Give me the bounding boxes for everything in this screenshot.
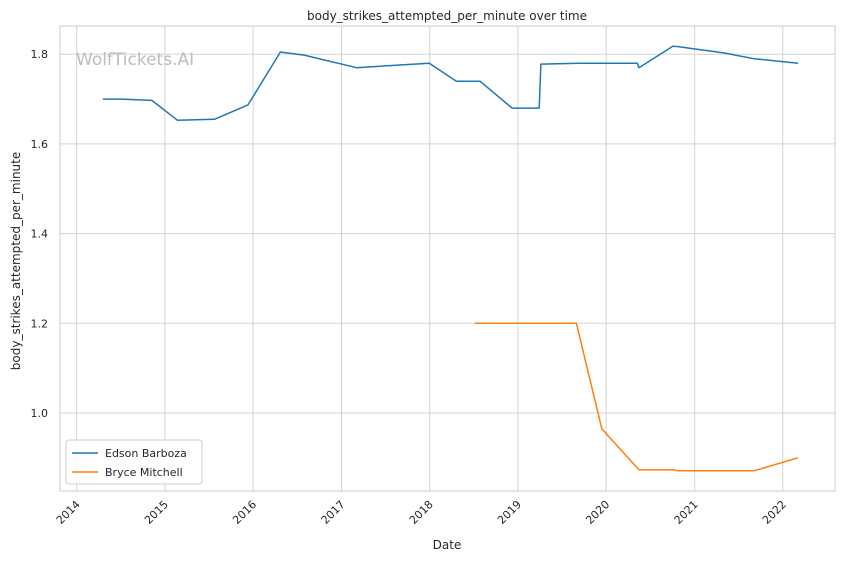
chart-title: body_strikes_attempted_per_minute over t… <box>307 9 587 23</box>
watermark: WolfTickets.AI <box>76 50 194 70</box>
y-axis-title: body_strikes_attempted_per_minute <box>9 152 23 370</box>
legend-box <box>65 439 203 485</box>
series-line-edson-barboza <box>102 45 799 121</box>
y-tick-label: 1.4 <box>31 228 49 241</box>
grid <box>60 26 835 491</box>
y-tick-label: 1.6 <box>31 138 49 151</box>
x-axis-title: Date <box>433 538 462 552</box>
series-line-bryce-mitchell <box>474 322 799 472</box>
legend-label: Edson Barboza <box>105 447 187 460</box>
series-lines <box>102 45 799 472</box>
legend: Edson Barboza Bryce Mitchell <box>65 439 203 485</box>
y-tick-label: 1.8 <box>31 48 49 61</box>
legend-label: Bryce Mitchell <box>105 466 183 479</box>
y-tick-label: 1.2 <box>31 317 49 330</box>
plot-area-border <box>59 25 836 492</box>
y-tick-label: 1.0 <box>31 407 49 420</box>
y-axis-ticks: 1.0 1.2 1.4 1.6 1.8 <box>31 48 49 420</box>
